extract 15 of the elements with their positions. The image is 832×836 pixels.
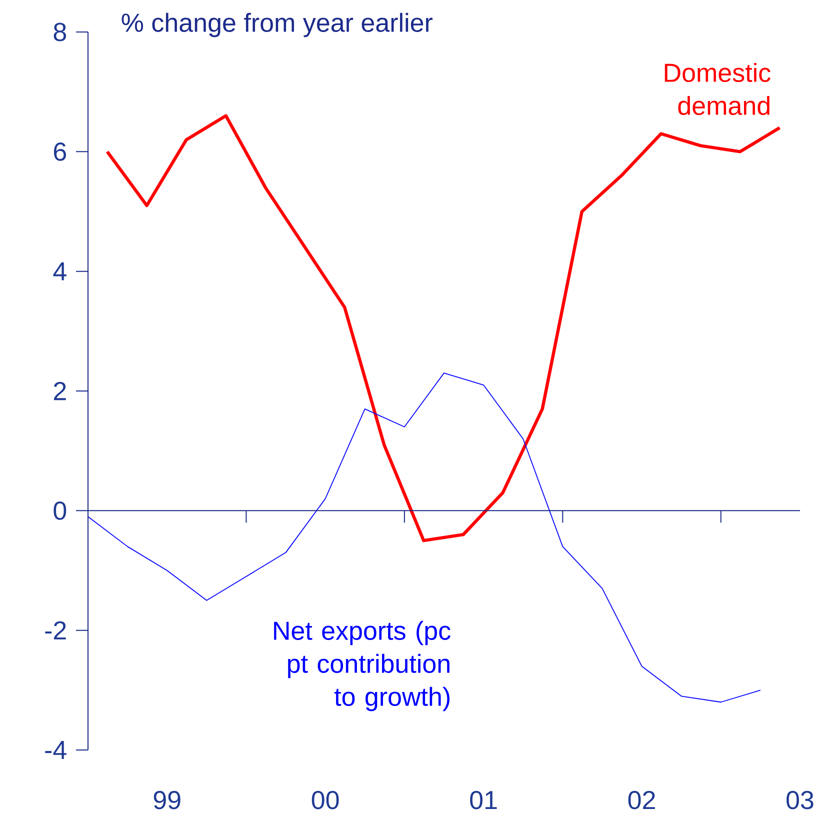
y-tick-label: 8 — [54, 22, 66, 42]
y-tick-label: 0 — [54, 501, 66, 520]
y-tick-label: -2 — [45, 621, 66, 640]
text: Net exports (pc pt contribution to growth) — [274, 620, 450, 712]
y-tick-label: 6 — [54, 142, 66, 161]
x-tick-label: 03 — [786, 790, 814, 810]
x-tick-label: 00 — [312, 790, 339, 810]
x-tick-label: 01 — [470, 790, 497, 810]
y-tick-label: -4 — [45, 741, 66, 759]
y-tick-label: 4 — [53, 262, 66, 280]
y-tick-label: 2 — [54, 382, 66, 400]
annotation: % change from year earlier — [122, 12, 433, 38]
series-label: Domestic demand — [664, 62, 770, 116]
x-tick-label: 99 — [154, 790, 180, 810]
x-tick-label: 02 — [628, 790, 655, 810]
